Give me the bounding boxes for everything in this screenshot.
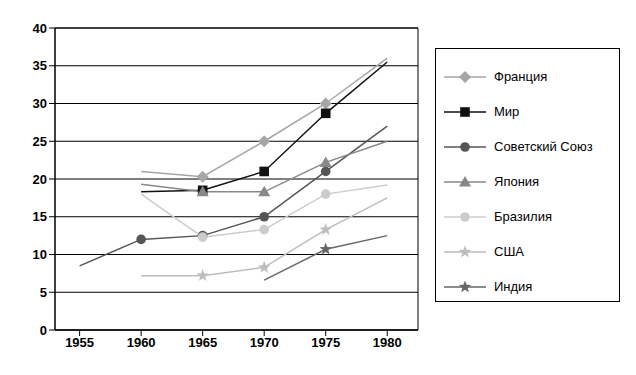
svg-text:20: 20 <box>33 172 47 187</box>
svg-text:30: 30 <box>33 96 47 111</box>
svg-text:1975: 1975 <box>311 335 340 350</box>
html-text:Франция: Франция <box>494 69 548 84</box>
svg-text:40: 40 <box>33 21 47 36</box>
html-text:США: США <box>494 244 524 259</box>
svg-text:5: 5 <box>40 285 47 300</box>
svg-text:1965: 1965 <box>188 335 217 350</box>
svg-text:1970: 1970 <box>250 335 279 350</box>
html-text:Япония: Япония <box>494 174 540 189</box>
svg-text:1980: 1980 <box>373 335 402 350</box>
html-text:Бразилия: Бразилия <box>494 209 552 224</box>
html-text:Индия: Индия <box>494 279 533 294</box>
svg-text:10: 10 <box>33 247 47 262</box>
svg-text:15: 15 <box>33 209 47 224</box>
svg-text:1955: 1955 <box>65 335 94 350</box>
svg-text:0: 0 <box>40 323 47 338</box>
svg-text:25: 25 <box>33 134 47 149</box>
html-text:Мир: Мир <box>494 104 520 119</box>
html-text:Советский Союз: Советский Союз <box>494 139 593 154</box>
svg-text:1960: 1960 <box>127 335 156 350</box>
svg-text:35: 35 <box>33 58 47 73</box>
